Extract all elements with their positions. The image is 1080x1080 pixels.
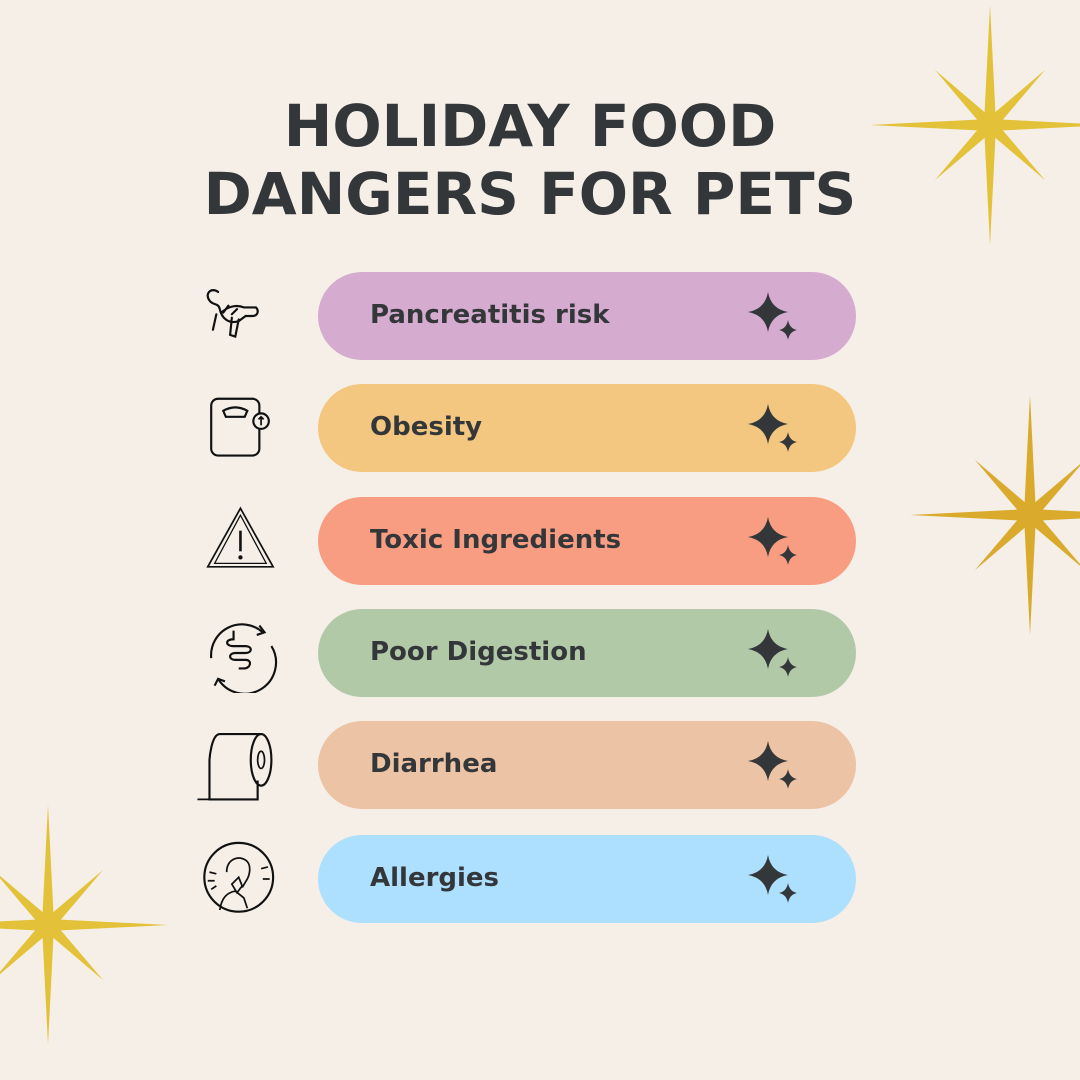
gold-star-top-right [870, 5, 1080, 245]
gold-star-middle-right [910, 395, 1080, 635]
star-shape [870, 5, 1080, 245]
sparkle-icon [748, 404, 797, 452]
danger-label: Allergies [370, 863, 500, 893]
list-item: Toxic Ingredients [190, 497, 860, 585]
sparkle-icon [748, 517, 797, 565]
list-item: Obesity [190, 384, 860, 472]
intestine-cycle-icon [210, 623, 278, 693]
star-shape [0, 805, 168, 1045]
title-line-2: DANGERS FOR PETS [203, 160, 857, 228]
pancreas-icon [206, 289, 259, 339]
sneezing-person-icon [203, 841, 275, 913]
danger-label: Poor Digestion [370, 637, 587, 667]
sparkle-icon [748, 855, 797, 903]
list-item: Pancreatitis risk [190, 272, 860, 360]
list-item: Diarrhea [190, 721, 860, 809]
warning-triangle-icon [206, 506, 275, 568]
danger-pill: Allergies [318, 835, 856, 923]
danger-pill: Toxic Ingredients [318, 497, 856, 585]
danger-pill: Poor Digestion [318, 609, 856, 697]
list-item: Allergies [190, 835, 860, 923]
danger-label: Toxic Ingredients [370, 525, 622, 555]
danger-label: Pancreatitis risk [370, 300, 610, 330]
danger-pill: Obesity [318, 384, 856, 472]
weight-scale-icon [210, 397, 270, 457]
sparkle-icon [748, 741, 797, 789]
list-item: Poor Digestion [190, 609, 860, 697]
danger-pill: Diarrhea [318, 721, 856, 809]
star-shape [910, 395, 1080, 635]
danger-pill: Pancreatitis risk [318, 272, 856, 360]
danger-label: Obesity [370, 412, 483, 442]
gold-star-bottom-left [0, 805, 168, 1045]
toilet-paper-icon [197, 732, 273, 801]
sparkle-icon [748, 292, 797, 340]
page-title: HOLIDAY FOOD DANGERS FOR PETS [0, 92, 1060, 228]
sparkle-icon [748, 629, 797, 677]
danger-label: Diarrhea [370, 749, 498, 779]
title-line-1: HOLIDAY FOOD [283, 92, 777, 160]
